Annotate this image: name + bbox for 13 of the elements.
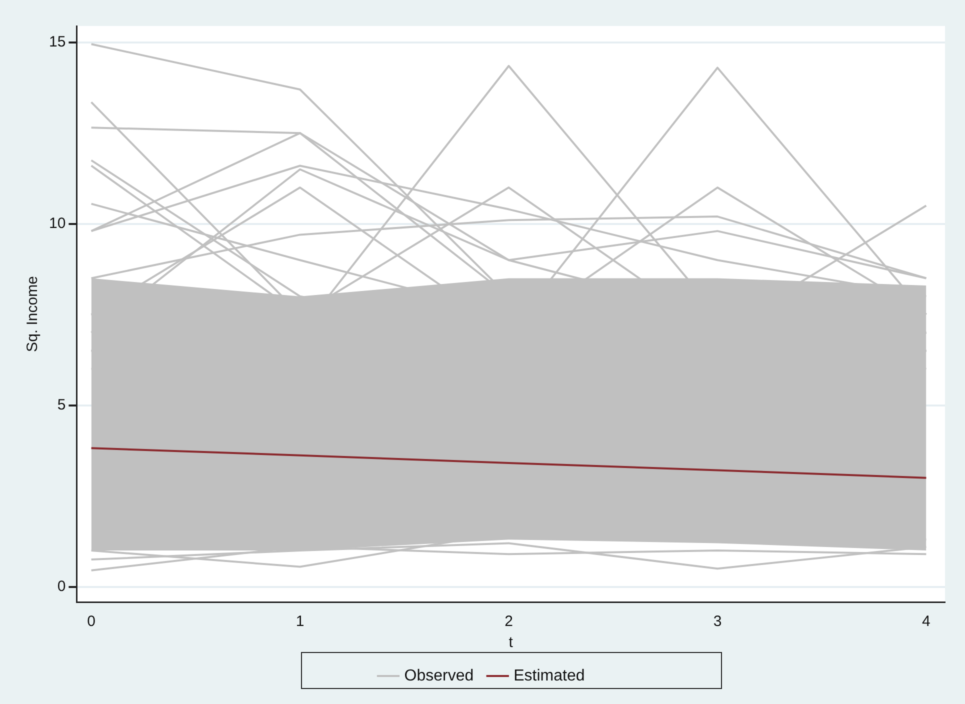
y-tick-label: 10 (48, 214, 66, 232)
legend-label: Observed (404, 667, 474, 684)
y-tick-label: 15 (48, 33, 66, 50)
x-tick-label: 2 (504, 613, 513, 630)
y-tick-label: 0 (57, 578, 66, 595)
x-tick-label: 0 (87, 613, 96, 630)
x-axis-title: t (508, 634, 514, 652)
x-tick-label: 4 (922, 613, 930, 630)
legend-label: Estimated (514, 667, 585, 684)
x-tick-label: 3 (713, 613, 722, 630)
y-axis-title: Sq. Income (24, 276, 42, 352)
y-tick-label: 5 (57, 396, 66, 414)
x-tick-label: 1 (296, 613, 304, 630)
